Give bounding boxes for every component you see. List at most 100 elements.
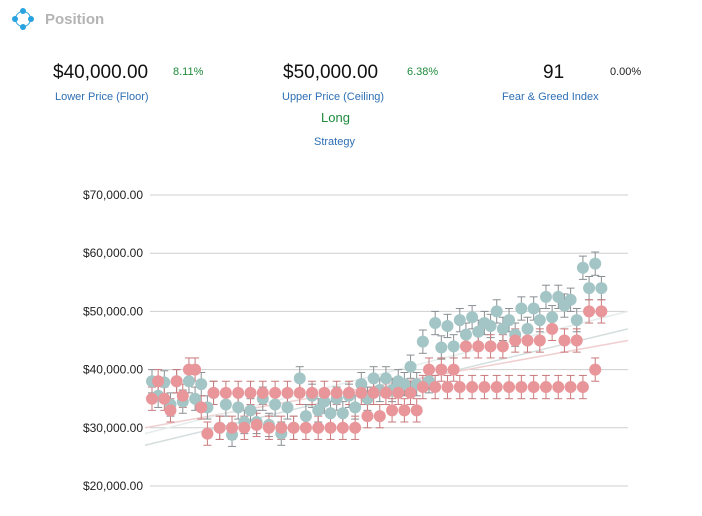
floor-data-point <box>262 421 275 434</box>
floor-data-point <box>349 421 362 434</box>
ceiling-data-point <box>570 314 583 327</box>
floor-data-point <box>232 386 245 399</box>
ceiling-data-point <box>324 407 337 420</box>
ceiling-data-point <box>318 395 331 408</box>
floor-data-point <box>361 410 374 423</box>
floor-data-point <box>589 363 602 376</box>
floor-data-point <box>330 386 343 399</box>
ceiling-data-point <box>472 325 485 338</box>
y-tick-label: $20,000.00 <box>83 479 143 493</box>
floor-data-point <box>195 401 208 414</box>
floor-data-point <box>570 334 583 347</box>
floor-data-point <box>287 421 300 434</box>
floor-data-point <box>398 404 411 417</box>
floor-data-point <box>226 421 239 434</box>
floor-data-point <box>152 375 165 388</box>
ceiling-data-point <box>484 319 497 332</box>
floor-data-point <box>503 381 516 394</box>
floor-data-point <box>164 404 177 417</box>
floor-data-point <box>250 418 263 431</box>
ceiling-data-point <box>429 317 442 330</box>
network-icon <box>12 8 34 30</box>
floor-data-point <box>158 392 171 405</box>
floor-data-point <box>219 386 232 399</box>
floor-data-point <box>306 386 319 399</box>
ceiling-data-point <box>441 319 454 332</box>
panel-title: Position <box>45 10 105 28</box>
ceiling-data-point <box>552 290 565 303</box>
ceiling-data-point <box>312 404 325 417</box>
ceiling-data-point <box>539 290 552 303</box>
floor-data-point <box>515 381 528 394</box>
ceiling-data-point <box>435 341 448 354</box>
ceiling-data-point <box>269 398 282 411</box>
ceiling-data-point <box>589 257 602 270</box>
floor-data-point <box>595 305 608 318</box>
floor-data-point <box>527 381 540 394</box>
ceiling-data-point <box>219 398 232 411</box>
ceiling-data-point <box>367 372 380 385</box>
ceiling-data-point <box>189 392 202 405</box>
ceiling-data-point <box>232 401 245 414</box>
ceiling-data-point <box>527 302 540 315</box>
y-tick-label: $30,000.00 <box>83 421 143 435</box>
ceiling-data-point <box>416 335 429 348</box>
ceiling-data-point <box>546 311 559 324</box>
ceiling-data-point <box>447 340 460 353</box>
floor-data-point <box>576 381 589 394</box>
floor-data-point <box>269 386 282 399</box>
floor-data-point <box>546 322 559 335</box>
floor-data-point <box>336 421 349 434</box>
fear-greed-label: Fear & Greed Index <box>502 91 599 103</box>
floor-data-point <box>379 386 392 399</box>
ceiling-data-point <box>453 314 466 327</box>
floor-data-point <box>312 421 325 434</box>
floor-data-point <box>478 381 491 394</box>
floor-data-point <box>539 381 552 394</box>
floor-price-value: $40,000.00 <box>53 62 149 83</box>
ceiling-data-point <box>244 404 257 417</box>
ceiling-data-point <box>490 305 503 318</box>
floor-data-point <box>583 305 596 318</box>
floor-label: Lower Price (Floor) <box>55 91 149 103</box>
ceiling-data-point <box>459 328 472 341</box>
floor-data-point <box>367 386 380 399</box>
ceiling-label: Upper Price (Ceiling) <box>282 91 385 103</box>
floor-data-point <box>496 340 509 353</box>
floor-data-point <box>558 334 571 347</box>
floor-data-point <box>447 363 460 376</box>
floor-change: 8.11% <box>173 66 204 78</box>
floor-data-point <box>207 386 220 399</box>
floor-data-point <box>533 334 546 347</box>
floor-data-point <box>299 421 312 434</box>
ceiling-data-point <box>336 407 349 420</box>
floor-price-metric: $40,000.00 <box>53 62 148 84</box>
ceiling-data-point <box>281 401 294 414</box>
floor-data-point <box>410 404 423 417</box>
ceiling-data-point <box>404 360 417 373</box>
floor-data-point <box>453 381 466 394</box>
ceiling-data-point <box>496 322 509 335</box>
strategy-label: Strategy <box>314 136 355 148</box>
ceiling-data-point <box>515 302 528 315</box>
ceiling-data-point <box>195 378 208 391</box>
floor-data-point <box>275 421 288 434</box>
floor-data-point <box>490 381 503 394</box>
floor-data-point <box>256 386 269 399</box>
floor-data-point <box>509 334 522 347</box>
floor-data-point <box>238 421 251 434</box>
floor-data-point <box>484 340 497 353</box>
ceiling-data-point <box>299 410 312 423</box>
floor-data-point <box>189 363 202 376</box>
ceiling-data-point <box>595 282 608 295</box>
floor-data-point <box>552 381 565 394</box>
y-tick-label: $40,000.00 <box>83 363 143 377</box>
floor-data-point <box>281 386 294 399</box>
floor-data-point <box>435 363 448 376</box>
floor-data-point <box>521 334 534 347</box>
ceiling-data-point <box>466 311 479 324</box>
floor-data-point <box>441 381 454 394</box>
ceiling-data-point <box>379 372 392 385</box>
fear-greed-value: 91 <box>543 62 565 83</box>
